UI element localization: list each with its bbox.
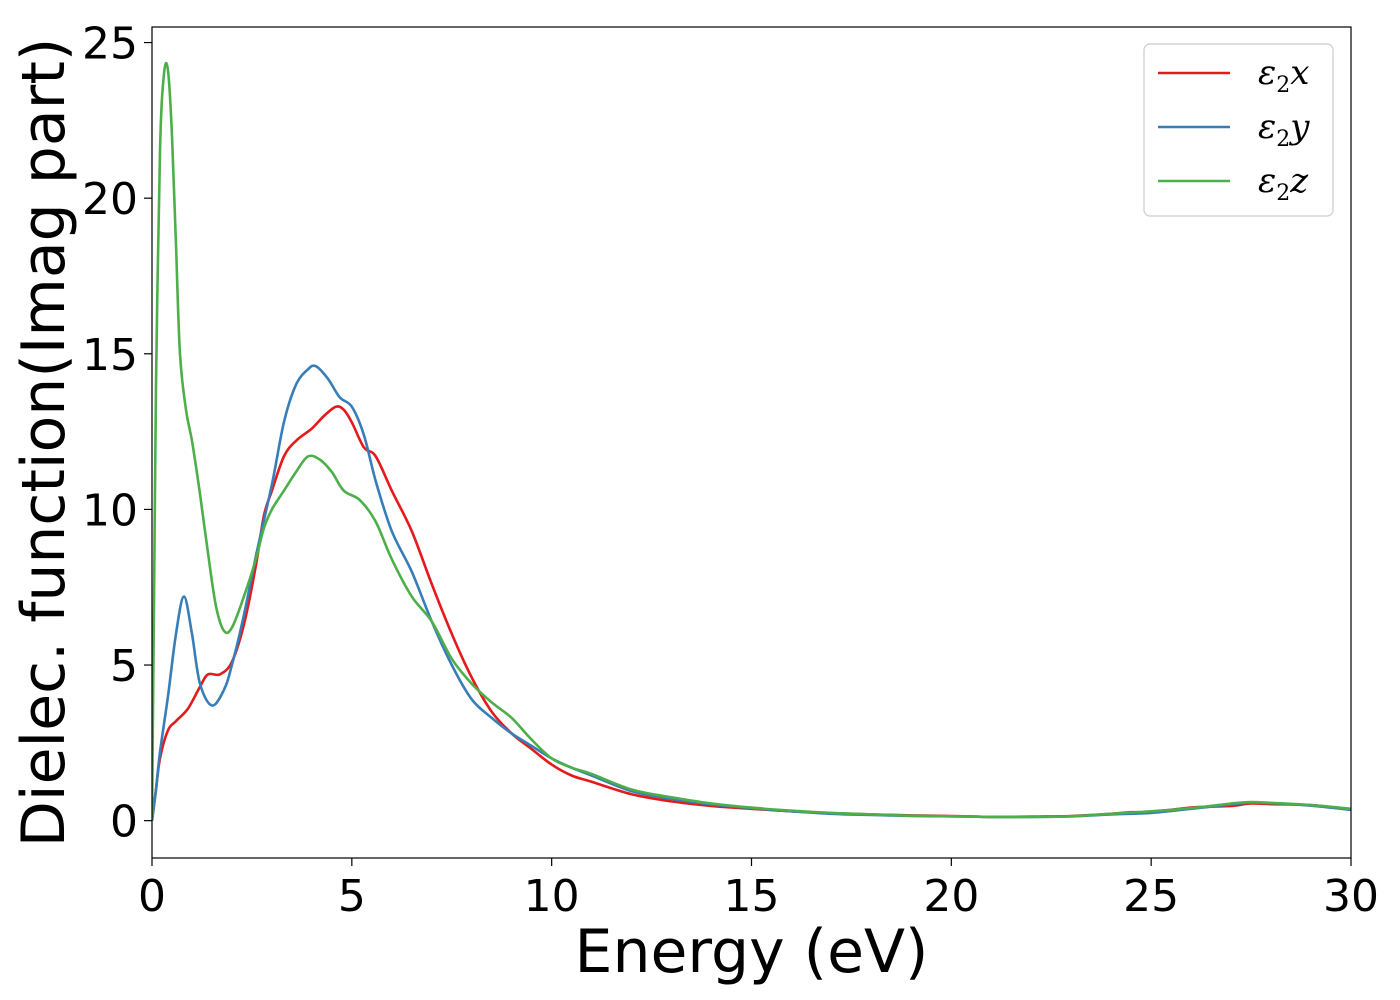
series-layer: [152, 61, 1351, 821]
x-tick-label: 30: [1323, 871, 1379, 922]
legend-box: [1143, 43, 1334, 217]
y-tick-label: 5: [110, 641, 138, 692]
y-tick-label: 25: [82, 19, 138, 70]
ticks-layer: 0 5 10 15 20 25 30 0 5 10 15 20 25: [82, 19, 1379, 922]
x-tick-label: 15: [724, 871, 780, 922]
legend-label-z: ε2z: [1258, 161, 1309, 206]
y-axis-title: Dielec. function(Imag part): [9, 38, 79, 848]
x-tick-label: 25: [1123, 871, 1179, 922]
legend-label-y: ε2y: [1258, 107, 1310, 152]
y-tick-label: 10: [82, 485, 138, 536]
x-tick-label: 5: [338, 871, 366, 922]
x-tick-label: 0: [138, 871, 166, 922]
x-tick-label: 20: [923, 871, 979, 922]
legend: ε2x ε2y ε2z: [1143, 43, 1334, 217]
y-tick-label: 15: [82, 330, 138, 381]
legend-label-x: ε2x: [1258, 53, 1309, 98]
series-line-z: [152, 61, 1351, 821]
y-tick-label: 20: [82, 174, 138, 225]
y-tick-label: 0: [110, 797, 138, 848]
x-tick-label: 10: [524, 871, 580, 922]
x-axis-title: Energy (eV): [575, 917, 929, 987]
